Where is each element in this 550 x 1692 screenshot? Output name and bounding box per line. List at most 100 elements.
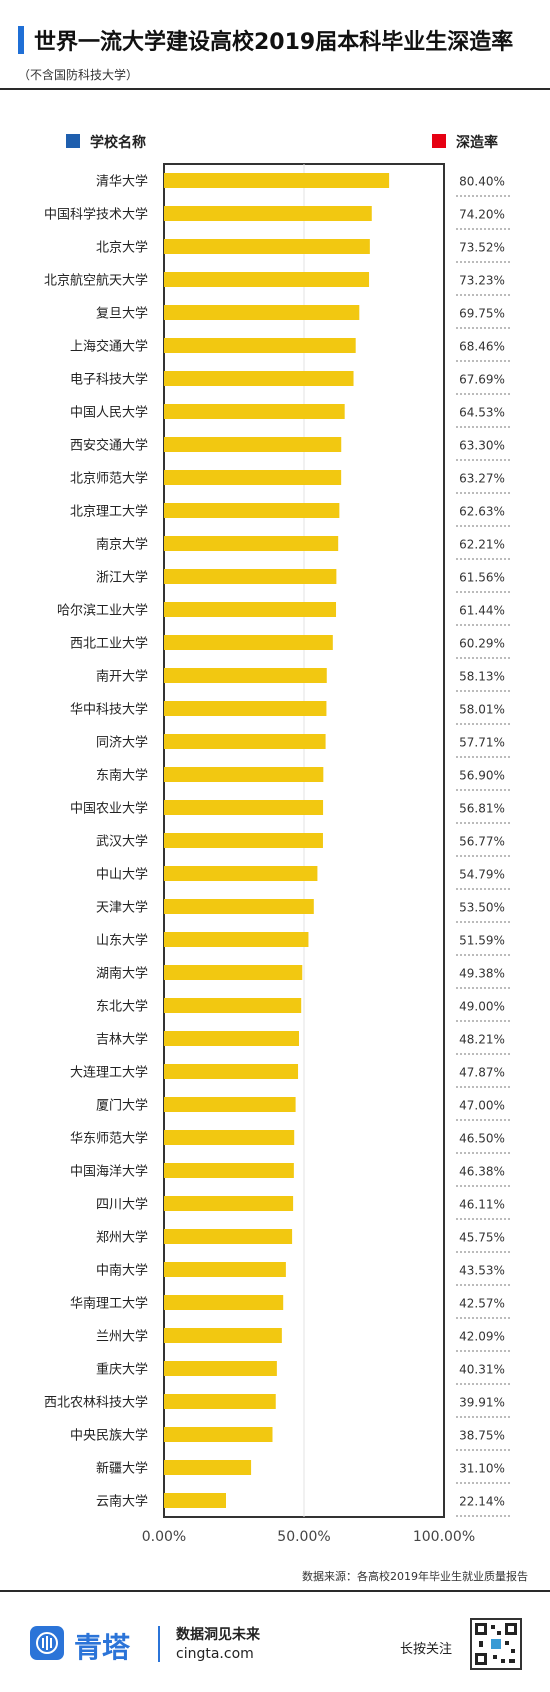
bar xyxy=(164,1064,299,1079)
data-source-note: 数据来源：各高校2019年毕业生就业质量报告 xyxy=(302,1570,528,1583)
top-rule xyxy=(0,88,550,90)
press-follow-text: 长按关注 xyxy=(400,1642,453,1657)
value-label: 31.10% xyxy=(459,1462,505,1476)
category-label: 西北农林科技大学 xyxy=(44,1395,148,1411)
x-tick-label: 0.00% xyxy=(142,1529,186,1545)
value-label: 45.75% xyxy=(459,1231,505,1245)
bar xyxy=(164,239,370,254)
category-label: 华中科技大学 xyxy=(70,702,148,718)
value-label: 69.75% xyxy=(459,307,505,321)
value-label: 74.20% xyxy=(459,208,505,222)
bar xyxy=(164,404,345,419)
category-label: 北京师范大学 xyxy=(70,471,148,487)
value-label: 58.13% xyxy=(459,670,505,684)
bar xyxy=(164,305,360,320)
brand-name: 青塔 xyxy=(74,1631,131,1664)
value-label: 56.81% xyxy=(459,802,505,816)
category-label: 中国科学技术大学 xyxy=(44,207,148,223)
category-label: 北京理工大学 xyxy=(70,504,148,520)
bar xyxy=(164,866,318,881)
value-label: 42.57% xyxy=(459,1297,505,1311)
bar xyxy=(164,1229,293,1244)
bar xyxy=(164,437,342,452)
category-label: 中山大学 xyxy=(96,867,148,883)
value-label: 49.38% xyxy=(459,967,505,981)
category-label: 天津大学 xyxy=(96,900,148,916)
value-label: 61.44% xyxy=(459,604,505,618)
bar xyxy=(164,206,372,221)
value-label: 58.01% xyxy=(459,703,505,717)
category-label: 郑州大学 xyxy=(96,1230,148,1246)
bar xyxy=(164,503,340,518)
category-label: 哈尔滨工业大学 xyxy=(57,603,148,619)
category-label: 华南理工大学 xyxy=(70,1296,148,1312)
value-label: 61.56% xyxy=(459,571,505,585)
value-label: 22.14% xyxy=(459,1495,505,1509)
value-label: 60.29% xyxy=(459,637,505,651)
value-label: 40.31% xyxy=(459,1363,505,1377)
category-label: 四川大学 xyxy=(96,1197,148,1213)
qr-code-icon[interactable] xyxy=(470,1618,522,1670)
category-label: 中国海洋大学 xyxy=(70,1164,148,1180)
category-label: 东北大学 xyxy=(96,999,148,1015)
value-label: 43.53% xyxy=(459,1264,505,1278)
category-label: 南开大学 xyxy=(96,669,148,685)
bar xyxy=(164,1427,273,1442)
category-label: 北京大学 xyxy=(96,240,148,256)
bar xyxy=(164,1361,277,1376)
bar xyxy=(164,701,327,716)
bar xyxy=(164,1097,296,1112)
x-tick-label: 100.00% xyxy=(413,1529,475,1545)
bar xyxy=(164,734,326,749)
bottom-rule xyxy=(0,1590,550,1592)
page-title: 世界一流大学建设高校2019届本科毕业生深造率 xyxy=(34,30,514,55)
category-label: 东南大学 xyxy=(96,768,148,784)
bar xyxy=(164,1328,282,1343)
brand-website[interactable]: cingta.com xyxy=(176,1646,254,1662)
category-label: 同济大学 xyxy=(96,735,148,751)
category-label: 清华大学 xyxy=(96,174,148,190)
bar xyxy=(164,1460,252,1475)
value-label: 73.23% xyxy=(459,274,505,288)
bar xyxy=(164,536,339,551)
bar xyxy=(164,998,302,1013)
brand-slogan: 数据洞见未来 xyxy=(176,1627,260,1643)
category-label: 吉林大学 xyxy=(96,1032,148,1048)
value-label: 53.50% xyxy=(459,901,505,915)
category-label: 云南大学 xyxy=(96,1494,148,1510)
bar xyxy=(164,1295,284,1310)
category-label: 复旦大学 xyxy=(96,306,148,322)
category-label: 山东大学 xyxy=(96,933,148,949)
legend-rate-swatch xyxy=(432,134,446,148)
bar xyxy=(164,1163,294,1178)
bar xyxy=(164,569,337,584)
bar-chart: 清华大学 80.40% 中国科学技术大学 74.20% 北京大学 73.52% 北京航空航天… xyxy=(44,163,510,1545)
bar xyxy=(164,1196,294,1211)
value-label: 49.00% xyxy=(459,1000,505,1014)
value-label: 47.87% xyxy=(459,1066,505,1080)
category-label: 浙江大学 xyxy=(96,570,148,586)
value-label: 68.46% xyxy=(459,340,505,354)
value-label: 57.71% xyxy=(459,736,505,750)
bar xyxy=(164,767,324,782)
value-label: 56.90% xyxy=(459,769,505,783)
category-label: 电子科技大学 xyxy=(70,372,148,388)
value-label: 38.75% xyxy=(459,1429,505,1443)
bar xyxy=(164,470,342,485)
legend-school-label: 学校名称 xyxy=(90,135,146,151)
value-label: 51.59% xyxy=(459,934,505,948)
value-label: 47.00% xyxy=(459,1099,505,1113)
bar xyxy=(164,1031,299,1046)
page-subtitle: （不含国防科技大学） xyxy=(18,68,139,82)
category-label: 湖南大学 xyxy=(96,966,148,982)
value-label: 67.69% xyxy=(459,373,505,387)
bar xyxy=(164,800,324,815)
bar xyxy=(164,965,303,980)
category-label: 南京大学 xyxy=(96,537,148,553)
category-label: 华东师范大学 xyxy=(70,1131,148,1147)
category-label: 北京航空航天大学 xyxy=(44,273,148,289)
category-label: 中国农业大学 xyxy=(70,801,148,817)
category-label: 中央民族大学 xyxy=(70,1428,148,1444)
value-label: 46.11% xyxy=(459,1198,505,1212)
category-label: 中国人民大学 xyxy=(70,405,148,421)
